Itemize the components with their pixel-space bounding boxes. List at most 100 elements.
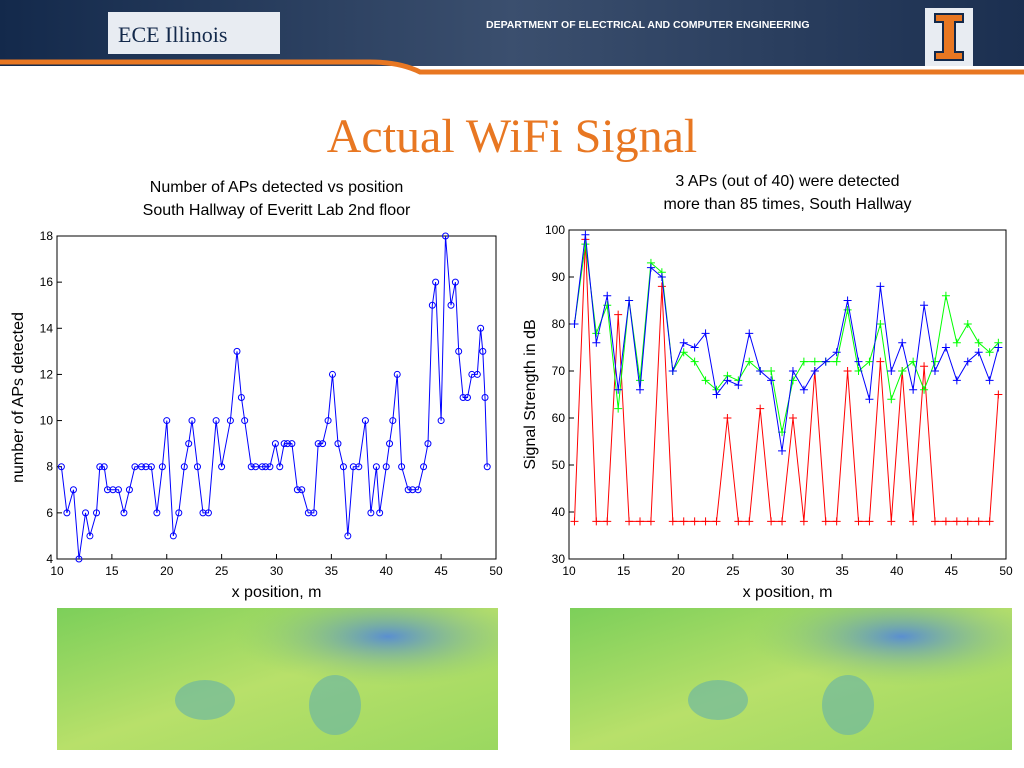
point bbox=[712, 390, 721, 399]
x-tick-label: 30 bbox=[781, 564, 795, 578]
point bbox=[756, 404, 765, 413]
point bbox=[69, 486, 77, 494]
x-axis-label: x position, m bbox=[232, 584, 322, 601]
point bbox=[843, 296, 852, 305]
point bbox=[389, 417, 397, 425]
y-tick-label: 16 bbox=[40, 275, 54, 289]
logo-box bbox=[108, 12, 280, 54]
point bbox=[636, 517, 645, 526]
point bbox=[767, 376, 776, 385]
point bbox=[349, 463, 357, 471]
point bbox=[876, 357, 885, 366]
point bbox=[57, 463, 65, 471]
point bbox=[843, 305, 852, 314]
heatmap-blob bbox=[175, 680, 235, 720]
y-tick-label: 14 bbox=[40, 321, 54, 335]
point bbox=[63, 509, 71, 517]
slide-title: Actual WiFi Signal bbox=[327, 110, 698, 163]
x-tick-label: 35 bbox=[325, 564, 339, 578]
point bbox=[163, 417, 171, 425]
chart: Number of APs detected vs position South … bbox=[10, 179, 503, 601]
point bbox=[788, 376, 797, 385]
point bbox=[212, 417, 220, 425]
point bbox=[734, 381, 743, 390]
heatmap-blob bbox=[688, 680, 748, 720]
y-tick-label: 4 bbox=[46, 552, 53, 566]
point bbox=[109, 486, 117, 494]
point bbox=[963, 517, 972, 526]
point bbox=[288, 440, 296, 448]
point bbox=[930, 357, 939, 366]
header-stripe bbox=[0, 59, 1024, 75]
point bbox=[355, 463, 363, 471]
point bbox=[424, 440, 432, 448]
point bbox=[963, 320, 972, 328]
point bbox=[865, 517, 874, 526]
x-tick-label: 45 bbox=[945, 564, 959, 578]
point bbox=[420, 463, 428, 471]
header: ECE Illinois DEPARTMENT OF ELECTRICAL AN… bbox=[0, 0, 1024, 75]
point bbox=[974, 348, 983, 357]
point bbox=[985, 348, 994, 357]
point bbox=[646, 263, 655, 272]
point bbox=[701, 517, 710, 526]
point bbox=[86, 532, 94, 540]
point bbox=[447, 301, 455, 309]
point bbox=[193, 463, 201, 471]
x-axis-label: x position, m bbox=[743, 584, 833, 601]
point bbox=[887, 367, 896, 375]
y-tick-label: 40 bbox=[552, 505, 566, 519]
point bbox=[690, 343, 699, 352]
point bbox=[158, 463, 166, 471]
x-tick-label: 10 bbox=[50, 564, 64, 578]
point bbox=[745, 517, 754, 526]
point bbox=[334, 440, 342, 448]
point bbox=[767, 367, 776, 375]
point bbox=[909, 517, 918, 526]
point bbox=[865, 395, 874, 404]
point bbox=[821, 517, 830, 526]
x-tick-label: 25 bbox=[215, 564, 229, 578]
point bbox=[909, 385, 918, 394]
point bbox=[614, 404, 623, 413]
heatmap-left bbox=[57, 608, 498, 750]
y-tick-label: 60 bbox=[552, 411, 566, 425]
chart-title: South Hallway of Everitt Lab 2nd floor bbox=[143, 202, 411, 219]
point bbox=[592, 338, 601, 347]
point bbox=[138, 463, 146, 471]
point bbox=[437, 417, 445, 425]
point bbox=[930, 367, 939, 375]
point bbox=[603, 291, 612, 300]
point bbox=[477, 324, 485, 332]
point bbox=[479, 347, 487, 355]
point bbox=[147, 463, 155, 471]
point bbox=[188, 417, 196, 425]
point bbox=[668, 517, 677, 526]
point bbox=[898, 338, 907, 347]
point bbox=[974, 338, 983, 347]
point bbox=[778, 517, 787, 526]
point bbox=[314, 440, 322, 448]
x-tick-label: 20 bbox=[160, 564, 174, 578]
point bbox=[386, 440, 394, 448]
point bbox=[233, 347, 241, 355]
y-tick-label: 50 bbox=[552, 458, 566, 472]
point bbox=[481, 394, 489, 401]
point bbox=[952, 338, 961, 347]
point bbox=[237, 394, 245, 401]
y-tick-label: 70 bbox=[552, 364, 566, 378]
point bbox=[778, 446, 787, 455]
point bbox=[142, 463, 150, 471]
point bbox=[204, 509, 212, 517]
department: DEPARTMENT OF ELECTRICAL AND COMPUTER EN… bbox=[486, 19, 810, 31]
point bbox=[865, 357, 874, 366]
plot-area bbox=[568, 229, 1007, 560]
point bbox=[920, 385, 929, 394]
chart-title: more than 85 times, South Hallway bbox=[663, 196, 911, 213]
point bbox=[463, 394, 471, 401]
point bbox=[832, 517, 841, 526]
point bbox=[734, 517, 743, 526]
point bbox=[103, 486, 111, 494]
point bbox=[832, 357, 841, 366]
heatmap-image bbox=[570, 608, 1012, 750]
